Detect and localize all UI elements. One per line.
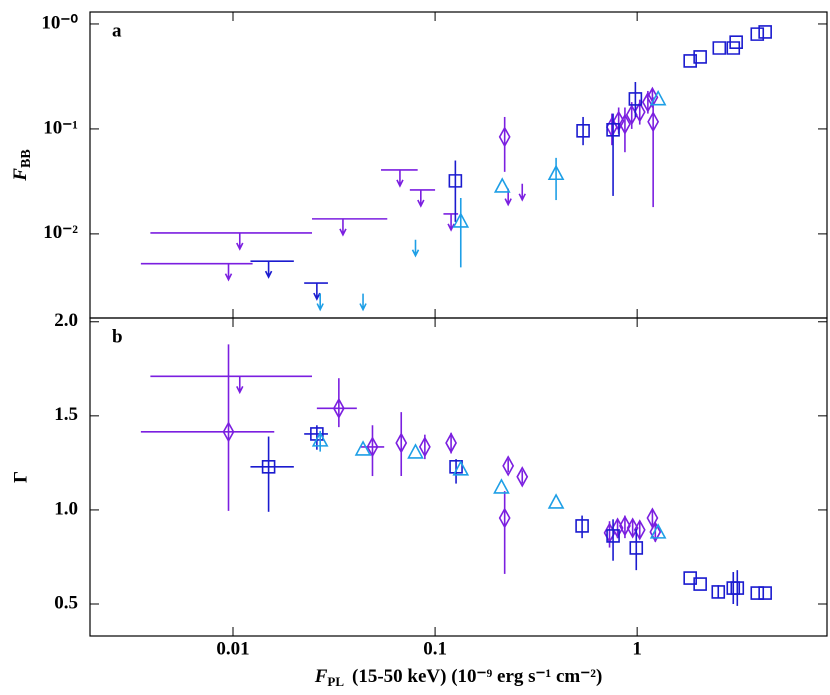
upper-limit-arrow bbox=[339, 218, 347, 237]
marker bbox=[498, 507, 511, 529]
upper-limit-arrow bbox=[417, 189, 425, 208]
y-tick-label: 0.5 bbox=[54, 592, 78, 613]
marker bbox=[576, 123, 590, 138]
marker bbox=[729, 35, 743, 50]
series bbox=[250, 260, 328, 301]
x-tick-label: 1 bbox=[632, 638, 642, 659]
marker bbox=[683, 54, 697, 68]
marker bbox=[711, 585, 726, 599]
marker bbox=[726, 41, 741, 55]
x-label-symbol: F bbox=[314, 666, 328, 687]
x-label-subscript: PL bbox=[327, 674, 344, 689]
marker bbox=[758, 586, 772, 600]
marker bbox=[547, 164, 565, 181]
upper-limit-arrow bbox=[359, 293, 367, 312]
marker bbox=[693, 50, 707, 64]
marker bbox=[693, 577, 707, 591]
marker bbox=[649, 521, 662, 543]
marker bbox=[311, 431, 329, 447]
plot-frame bbox=[89, 317, 828, 637]
marker bbox=[502, 455, 515, 477]
panel-label: a bbox=[112, 20, 122, 41]
marker bbox=[626, 517, 639, 539]
marker bbox=[730, 581, 745, 595]
marker bbox=[633, 519, 646, 541]
upper-limit-arrow bbox=[396, 169, 404, 188]
upper-limit-arrow bbox=[224, 263, 233, 282]
marker bbox=[606, 529, 620, 543]
y-label-symbol: F bbox=[10, 168, 31, 182]
marker bbox=[261, 460, 276, 474]
series bbox=[140, 169, 526, 282]
marker bbox=[619, 113, 631, 135]
marker bbox=[758, 25, 772, 39]
marker bbox=[354, 440, 372, 456]
marker bbox=[649, 89, 667, 106]
y-label-subscript: BB bbox=[19, 149, 34, 168]
marker bbox=[641, 91, 654, 113]
marker bbox=[395, 432, 408, 454]
marker bbox=[310, 427, 324, 441]
marker bbox=[575, 519, 589, 533]
x-tick-label: 0.01 bbox=[216, 638, 249, 659]
marker bbox=[452, 460, 470, 476]
marker bbox=[628, 92, 643, 106]
marker bbox=[649, 523, 667, 539]
plot-frame bbox=[89, 11, 828, 319]
marker bbox=[750, 586, 765, 600]
marker bbox=[452, 212, 470, 228]
marker bbox=[332, 397, 345, 419]
series bbox=[250, 425, 772, 606]
marker bbox=[418, 436, 431, 458]
marker bbox=[445, 432, 457, 454]
marker bbox=[407, 443, 424, 459]
x-tick-label: 0.1 bbox=[423, 638, 447, 659]
upper-limit-arrow bbox=[411, 239, 420, 258]
marker bbox=[712, 41, 727, 55]
marker bbox=[449, 460, 463, 474]
y-tick-label: 1.0 bbox=[54, 498, 78, 519]
y-tick-label: 10⁻² bbox=[43, 222, 78, 243]
upper-limit-arrow bbox=[264, 261, 273, 279]
x-label-text: (15-50 keV) (10⁻⁹ erg s⁻¹ cm⁻²) bbox=[352, 666, 602, 687]
marker bbox=[493, 177, 511, 193]
marker bbox=[633, 101, 646, 123]
series bbox=[316, 239, 420, 312]
marker bbox=[606, 123, 620, 137]
marker bbox=[366, 436, 379, 458]
marker bbox=[498, 126, 511, 148]
y-tick-label: 10⁻¹ bbox=[43, 117, 78, 138]
series bbox=[498, 86, 660, 208]
y-axis-label: Γ bbox=[10, 471, 31, 483]
series bbox=[311, 430, 667, 539]
upper-limit-arrow bbox=[236, 376, 244, 395]
marker bbox=[683, 571, 697, 585]
marker bbox=[448, 174, 463, 188]
x-axis-label: FPL (15-50 keV) (10⁻⁹ erg s⁻¹ cm⁻²) bbox=[314, 666, 603, 689]
upper-limit-arrow bbox=[518, 183, 526, 202]
upper-limit-arrow bbox=[236, 232, 244, 251]
marker bbox=[647, 111, 660, 133]
upper-limit-arrow bbox=[447, 213, 455, 232]
y-tick-label: 1.5 bbox=[54, 404, 78, 425]
series bbox=[150, 375, 313, 395]
upper-limit-arrow bbox=[316, 293, 324, 312]
upper-limit-arrow bbox=[313, 283, 321, 301]
panel-label: b bbox=[112, 326, 123, 347]
y-tick-label: 10⁻⁰ bbox=[41, 12, 78, 33]
series bbox=[452, 89, 667, 268]
marker bbox=[629, 541, 644, 555]
marker bbox=[516, 466, 529, 488]
series bbox=[140, 344, 662, 574]
marker bbox=[619, 515, 631, 537]
marker bbox=[547, 493, 565, 509]
marker bbox=[493, 478, 510, 494]
y-tick-label: 2.0 bbox=[54, 310, 78, 331]
series bbox=[448, 25, 772, 222]
marker bbox=[222, 421, 235, 443]
y-axis-label: FBB bbox=[10, 149, 34, 181]
